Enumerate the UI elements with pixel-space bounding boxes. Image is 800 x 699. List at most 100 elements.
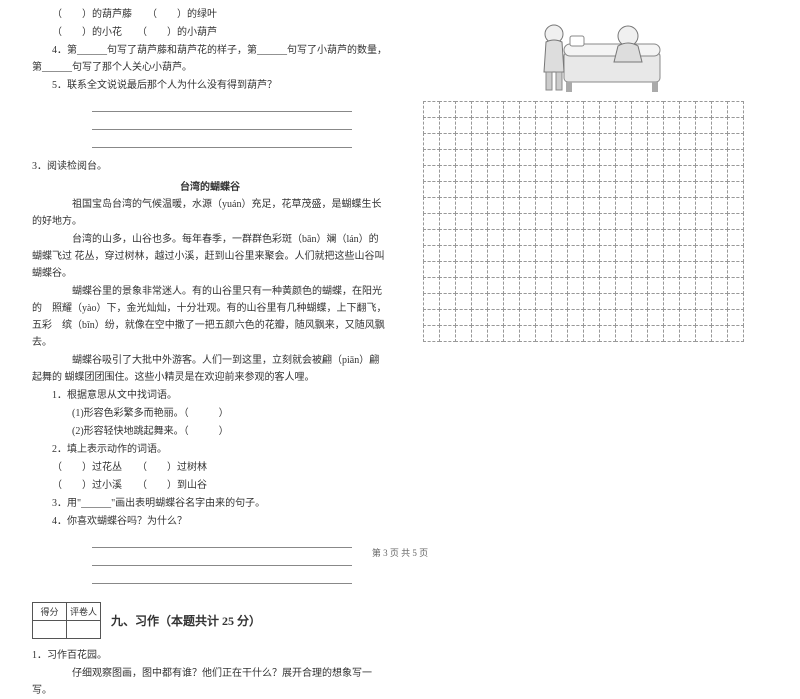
grid-cell — [615, 165, 632, 182]
grid-cell — [679, 261, 696, 278]
grid-cell — [599, 101, 616, 118]
grid-cell — [727, 261, 744, 278]
grid-cell — [583, 197, 600, 214]
question-4: 4．第______句写了葫芦藤和葫芦花的样子，第______句写了小葫芦的数量，… — [32, 42, 388, 76]
grid-cell — [503, 309, 520, 326]
grid-cell — [679, 277, 696, 294]
grid-cell — [727, 245, 744, 262]
grid-cell — [439, 133, 456, 150]
grid-cell — [711, 101, 728, 118]
grid-cell — [439, 309, 456, 326]
grid-cell — [535, 229, 552, 246]
grid-row — [424, 262, 772, 278]
sub-q3: 3．用"______"画出表明蝴蝶谷名字由来的句子。 — [32, 495, 388, 512]
grid-cell — [727, 277, 744, 294]
grid-cell — [727, 325, 744, 342]
sub-q2b: （ ）过小溪 （ ）到山谷 — [32, 477, 388, 494]
score-head-2: 评卷人 — [67, 603, 101, 621]
grid-cell — [567, 325, 584, 342]
grid-cell — [567, 245, 584, 262]
grid-cell — [631, 245, 648, 262]
grid-cell — [567, 261, 584, 278]
grid-cell — [471, 229, 488, 246]
grid-cell — [727, 165, 744, 182]
grid-cell — [455, 277, 472, 294]
answer-line — [92, 116, 352, 130]
grid-cell — [455, 133, 472, 150]
grid-cell — [631, 149, 648, 166]
grid-cell — [503, 165, 520, 182]
writing-grid — [424, 102, 772, 342]
grid-cell — [423, 213, 440, 230]
grid-cell — [679, 245, 696, 262]
grid-cell — [535, 245, 552, 262]
grid-cell — [679, 117, 696, 134]
grid-cell — [679, 101, 696, 118]
grid-cell — [727, 309, 744, 326]
grid-cell — [695, 133, 712, 150]
grid-cell — [519, 293, 536, 310]
grid-row — [424, 246, 772, 262]
grid-cell — [439, 261, 456, 278]
passage-p3: 蝴蝶谷里的景象非常迷人。有的山谷里只有一种黄颜色的蝴蝶，在阳光的 照耀（yào）… — [32, 283, 388, 351]
grid-cell — [423, 181, 440, 198]
grid-cell — [439, 213, 456, 230]
grid-cell — [695, 165, 712, 182]
grid-cell — [727, 229, 744, 246]
grid-cell — [487, 133, 504, 150]
grid-cell — [663, 229, 680, 246]
grid-cell — [631, 261, 648, 278]
grid-cell — [663, 181, 680, 198]
grid-cell — [711, 309, 728, 326]
grid-cell — [727, 133, 744, 150]
grid-cell — [455, 149, 472, 166]
grid-cell — [503, 277, 520, 294]
grid-cell — [615, 197, 632, 214]
sub-q4: 4．你喜欢蝴蝶谷吗？为什么？ — [32, 513, 388, 530]
answer-line — [92, 134, 352, 148]
grid-cell — [647, 133, 664, 150]
grid-cell — [679, 149, 696, 166]
grid-cell — [503, 245, 520, 262]
grid-cell — [551, 133, 568, 150]
grid-row — [424, 134, 772, 150]
sub-q2a: （ ）过花丛 （ ）过树林 — [32, 459, 388, 476]
grid-cell — [535, 277, 552, 294]
passage-p4: 蝴蝶谷吸引了大批中外游客。人们一到这里，立刻就会被翩（piān）翩起舞的 蝴蝶团… — [32, 352, 388, 386]
grid-cell — [439, 149, 456, 166]
grid-cell — [727, 293, 744, 310]
grid-cell — [455, 101, 472, 118]
grid-cell — [663, 197, 680, 214]
reading-3-head: 3．阅读检阅台。 — [32, 158, 388, 175]
fill-line-2: （ ）的小花 （ ）的小葫芦 — [32, 24, 388, 41]
grid-cell — [423, 277, 440, 294]
grid-cell — [519, 229, 536, 246]
answer-line — [92, 98, 352, 112]
grid-cell — [599, 213, 616, 230]
score-cell — [67, 621, 101, 639]
grid-cell — [487, 245, 504, 262]
grid-cell — [455, 197, 472, 214]
grid-cell — [423, 229, 440, 246]
grid-cell — [599, 181, 616, 198]
grid-cell — [631, 293, 648, 310]
grid-cell — [551, 149, 568, 166]
grid-cell — [647, 181, 664, 198]
grid-cell — [519, 213, 536, 230]
grid-cell — [471, 149, 488, 166]
grid-cell — [423, 133, 440, 150]
grid-cell — [519, 101, 536, 118]
grid-cell — [647, 165, 664, 182]
grid-cell — [471, 277, 488, 294]
score-head-1: 得分 — [33, 603, 67, 621]
grid-cell — [631, 229, 648, 246]
grid-cell — [551, 101, 568, 118]
grid-cell — [503, 261, 520, 278]
grid-cell — [695, 277, 712, 294]
grid-cell — [663, 277, 680, 294]
grid-cell — [695, 293, 712, 310]
grid-cell — [583, 293, 600, 310]
right-column — [402, 0, 800, 530]
grid-cell — [487, 213, 504, 230]
grid-cell — [647, 293, 664, 310]
